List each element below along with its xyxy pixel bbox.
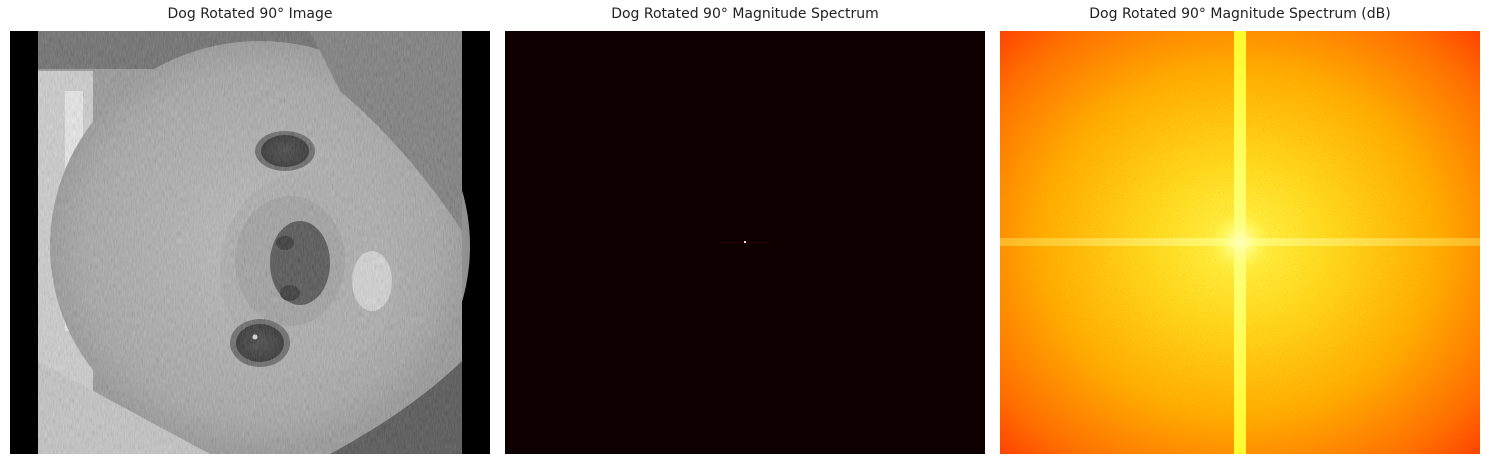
spectrum-svg [505, 31, 985, 454]
panel-magnitude-spectrum-db: Dog Rotated 90° Magnitude Spectrum (dB) [1000, 0, 1480, 464]
magnitude-spectrum-db-image [1000, 31, 1480, 454]
panel-magnitude-spectrum: Dog Rotated 90° Magnitude Spectrum [505, 0, 985, 464]
magnitude-spectrum-image [505, 31, 985, 454]
panel-title-spectrum-db: Dog Rotated 90° Magnitude Spectrum (dB) [1089, 6, 1391, 22]
panel-title-image: Dog Rotated 90° Image [167, 6, 333, 22]
dog-rotated-image [10, 31, 490, 454]
panel-dog-image: Dog Rotated 90° Image [10, 0, 490, 464]
spectrum-db-svg [1000, 31, 1480, 454]
dog-photo-svg [10, 31, 490, 454]
db-center-glow [1210, 212, 1270, 272]
panel-title-spectrum: Dog Rotated 90° Magnitude Spectrum [611, 6, 879, 22]
